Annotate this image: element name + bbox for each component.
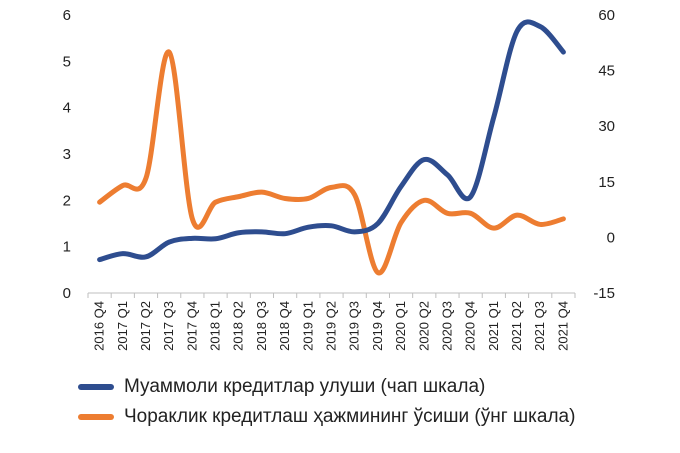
x-tick-label-6: 2018 Q2 bbox=[231, 301, 246, 351]
left-tick-label-5: 5 bbox=[63, 53, 71, 70]
legend-label-series-1: Муаммоли кредитлар улуши (чап шкала) bbox=[124, 376, 486, 397]
series-line-1 bbox=[97, 19, 566, 263]
legend-item-series-2: Чораклик кредитлаш ҳажмининг ўсиши (ўнг … bbox=[78, 402, 575, 432]
left-axis-ticks: 0 1 2 3 4 5 6 bbox=[63, 7, 71, 302]
right-tick-label-5: 60 bbox=[598, 7, 615, 24]
x-tick-label-12: 2019 Q4 bbox=[370, 301, 385, 351]
x-tick-label-10: 2019 Q2 bbox=[324, 301, 339, 351]
x-tick-label-15: 2020 Q3 bbox=[439, 301, 454, 351]
x-tick-label-1: 2017 Q1 bbox=[115, 301, 130, 351]
left-tick-label-0: 0 bbox=[63, 285, 71, 302]
x-tick-label-9: 2019 Q1 bbox=[300, 301, 315, 351]
x-tick-label-3: 2017 Q3 bbox=[161, 301, 176, 351]
x-tick-label-11: 2019 Q3 bbox=[347, 301, 362, 351]
x-tick-label-20: 2021 Q4 bbox=[555, 301, 570, 351]
right-tick-label-0: -15 bbox=[593, 285, 615, 302]
x-tick-label-13: 2020 Q1 bbox=[393, 301, 408, 351]
x-tick-label-17: 2021 Q1 bbox=[486, 301, 501, 351]
right-tick-label-4: 45 bbox=[598, 63, 615, 80]
x-tick-label-0: 2016 Q4 bbox=[92, 301, 107, 351]
left-tick-label-6: 6 bbox=[63, 7, 71, 24]
legend: Муаммоли кредитлар улуши (чап шкала) Чор… bbox=[78, 372, 575, 432]
x-tick-label-8: 2018 Q4 bbox=[277, 301, 292, 351]
x-tick-label-14: 2020 Q2 bbox=[416, 301, 431, 351]
x-tick-label-2: 2017 Q2 bbox=[138, 301, 153, 351]
legend-swatch-series-1 bbox=[78, 384, 114, 390]
x-tick-label-19: 2021 Q3 bbox=[532, 301, 547, 351]
x-axis-ticks: 2016 Q4 2017 Q1 2017 Q2 2017 Q3 2017 Q4 2018 … bbox=[92, 301, 571, 351]
x-tick-label-16: 2020 Q4 bbox=[463, 301, 478, 351]
x-tick-label-5: 2018 Q1 bbox=[208, 301, 223, 351]
right-tick-label-3: 30 bbox=[598, 118, 615, 135]
legend-item-series-1: Муаммоли кредитлар улуши (чап шкала) bbox=[78, 372, 575, 402]
legend-label-series-2: Чораклик кредитлаш ҳажмининг ўсиши (ўнг … bbox=[124, 406, 576, 427]
x-tick-label-7: 2018 Q3 bbox=[254, 301, 269, 351]
legend-swatch-series-2 bbox=[78, 414, 114, 420]
left-tick-label-4: 4 bbox=[63, 100, 71, 117]
right-axis-ticks: -15 0 15 30 45 60 bbox=[593, 7, 615, 302]
series-group bbox=[97, 19, 566, 276]
left-tick-label-2: 2 bbox=[63, 192, 71, 209]
x-axis bbox=[87, 292, 576, 298]
left-tick-label-1: 1 bbox=[63, 239, 71, 256]
right-tick-label-2: 15 bbox=[598, 174, 615, 191]
left-tick-label-3: 3 bbox=[63, 146, 71, 163]
right-tick-label-1: 0 bbox=[607, 229, 615, 246]
x-tick-label-4: 2017 Q4 bbox=[184, 301, 199, 351]
series-line-2 bbox=[97, 49, 566, 276]
x-tick-label-18: 2021 Q2 bbox=[509, 301, 524, 351]
